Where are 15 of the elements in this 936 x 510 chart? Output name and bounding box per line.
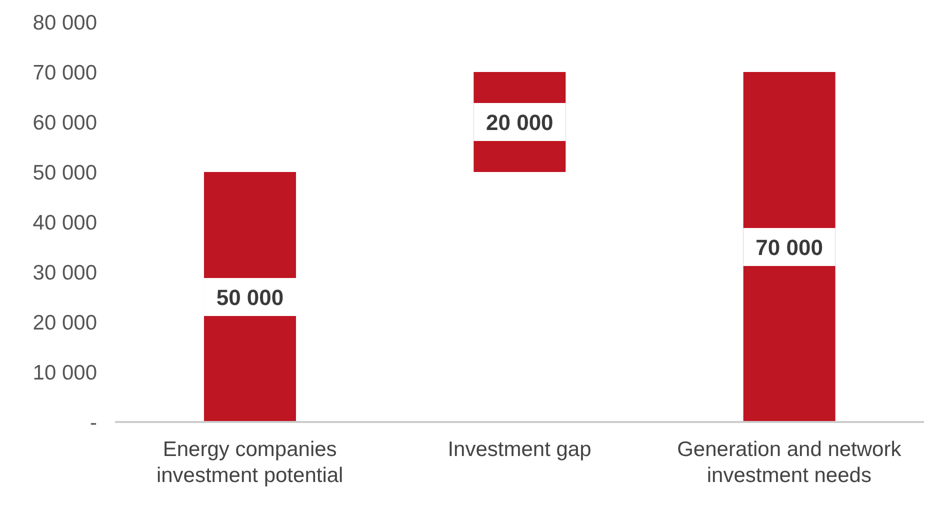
y-tick-label: 80 000 [32, 11, 97, 34]
y-tick-label: 70 000 [32, 61, 97, 84]
data-label: 70 000 [756, 235, 823, 260]
y-tick-label: 20 000 [32, 311, 97, 334]
data-label: 50 000 [216, 285, 284, 310]
y-tick-label: 10 000 [32, 361, 97, 384]
y-tick-label: 30 000 [32, 261, 97, 284]
x-tick-label: Generation and network investment needs [677, 438, 902, 487]
x-tick-label: Investment gap [448, 438, 592, 461]
x-tick-label: Energy companies investment potential [156, 438, 344, 487]
data-label: 20 000 [486, 110, 554, 135]
y-tick-label: - [90, 411, 97, 434]
y-tick-label: 60 000 [32, 111, 97, 134]
y-tick-label: 50 000 [32, 161, 97, 184]
y-tick-label: 40 000 [32, 211, 97, 234]
